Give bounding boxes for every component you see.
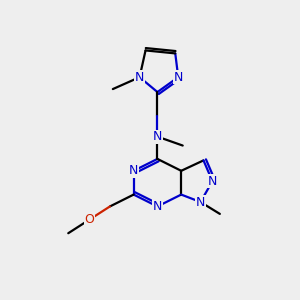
Text: N: N <box>173 71 183 84</box>
Text: N: N <box>196 196 205 208</box>
Text: N: N <box>129 164 138 177</box>
Text: N: N <box>208 175 217 188</box>
Text: O: O <box>84 213 94 226</box>
Text: N: N <box>153 130 162 143</box>
Text: N: N <box>153 200 162 213</box>
Text: N: N <box>135 71 144 84</box>
